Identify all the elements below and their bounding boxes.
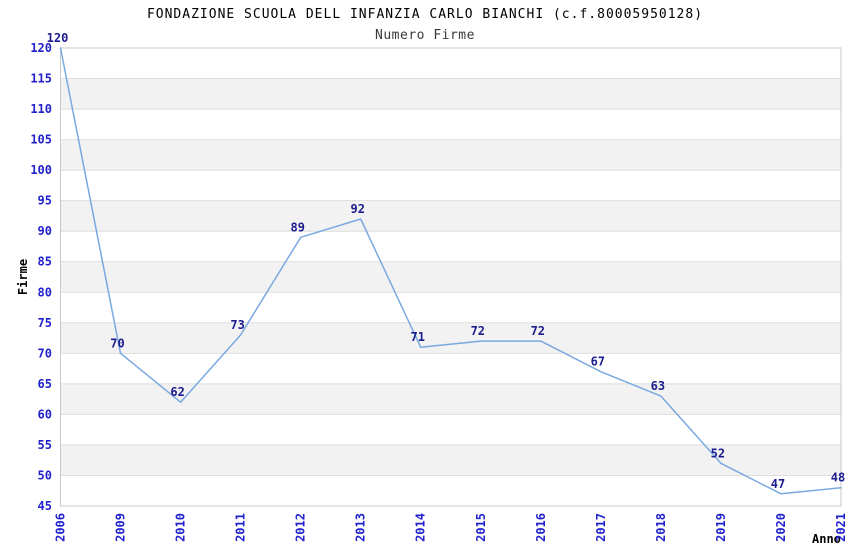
plot-band [60, 78, 841, 110]
x-tick-label: 2019 [714, 513, 728, 542]
y-tick-label: 60 [38, 407, 52, 421]
x-tick-label: 2016 [534, 513, 548, 542]
y-tick-label: 50 [38, 469, 52, 483]
series-line [59, 47, 842, 495]
y-tick-label: 100 [30, 163, 52, 177]
x-tick-label: 2010 [174, 513, 188, 542]
x-tick-label: 2006 [54, 513, 68, 542]
y-tick-label: 120 [30, 41, 52, 55]
x-tick-label: 2017 [594, 513, 608, 542]
point-label: 92 [350, 202, 364, 216]
x-tick-label: 2015 [474, 513, 488, 542]
plot-border [60, 47, 842, 507]
x-tick-label: 2013 [354, 513, 368, 542]
plot-band [60, 200, 841, 232]
chart-title: FONDAZIONE SCUOLA DELL INFANZIA CARLO BI… [146, 7, 704, 22]
point-label: 67 [591, 355, 605, 369]
y-tick-label: 115 [30, 72, 52, 86]
point-label: 89 [290, 220, 304, 234]
point-label: 120 [47, 31, 69, 45]
x-tick-label: 2009 [114, 513, 128, 542]
y-tick-label: 80 [38, 285, 52, 299]
y-tick-label: 55 [38, 438, 52, 452]
plot-band [60, 444, 841, 476]
point-label: 63 [651, 379, 665, 393]
y-tick-label: 95 [38, 194, 52, 208]
y-tick-label: 85 [38, 255, 52, 269]
point-label: 62 [170, 385, 184, 399]
x-axis-title: Anno [812, 532, 841, 546]
plot-band [60, 322, 841, 354]
point-label: 71 [410, 330, 424, 344]
y-tick-label: 90 [38, 224, 52, 238]
x-tick-label: 2021 [834, 513, 848, 542]
y-tick-label: 110 [30, 102, 52, 116]
plot-band [60, 139, 841, 171]
y-tick-label: 65 [38, 377, 52, 391]
point-label: 72 [471, 324, 485, 338]
y-tick-label: 75 [38, 316, 52, 330]
y-tick-label: 105 [30, 133, 52, 147]
x-tick-label: 2012 [294, 513, 308, 542]
point-label: 73 [230, 318, 244, 332]
chart-subtitle: Numero Firme [375, 28, 475, 43]
plot-band [60, 261, 841, 293]
x-tick-label: 2011 [234, 513, 248, 542]
plot-band [60, 383, 841, 415]
point-label: 48 [831, 471, 845, 485]
point-label: 47 [771, 477, 785, 491]
point-label: 52 [711, 446, 725, 460]
y-tick-label: 45 [38, 499, 52, 513]
x-tick-label: 2014 [414, 513, 428, 542]
x-tick-label: 2018 [654, 513, 668, 542]
point-label: 70 [110, 336, 124, 350]
point-label: 72 [531, 324, 545, 338]
y-tick-label: 70 [38, 346, 52, 360]
x-tick-label: 2020 [774, 513, 788, 542]
